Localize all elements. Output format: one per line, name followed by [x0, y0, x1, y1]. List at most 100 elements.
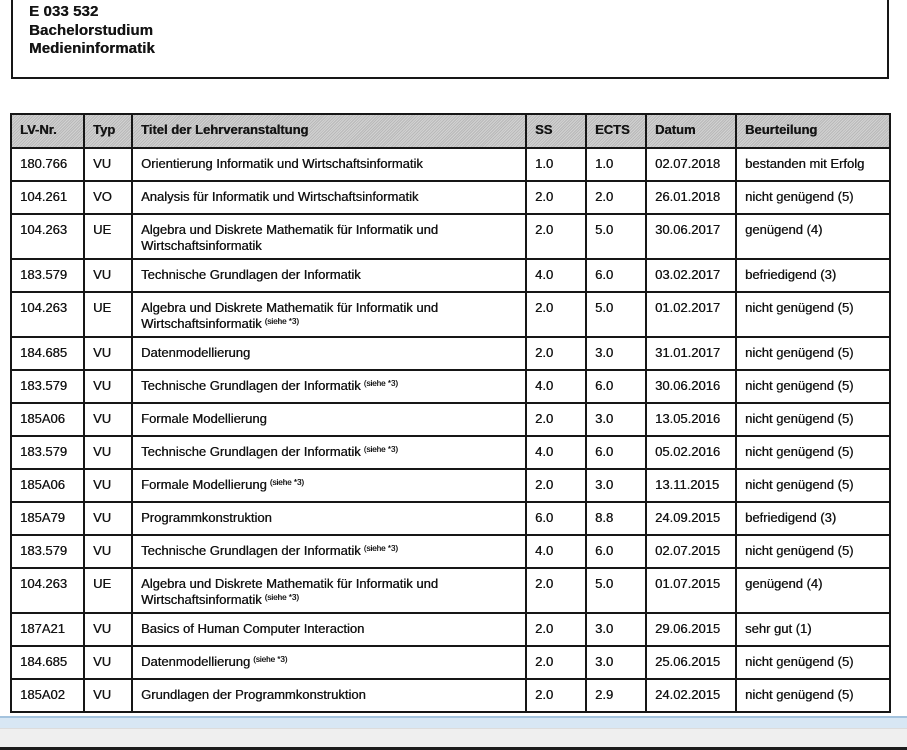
course-footnote: (siehe *3)	[363, 544, 398, 553]
cell-lvnr: 104.263	[10, 567, 85, 614]
cell-typ: VU	[83, 678, 133, 713]
cell-typ: VU	[83, 369, 133, 404]
cell-beurteilung: nicht genügend (5)	[735, 468, 891, 503]
course-row: 183.579 VU Technische Grundlagen der Inf…	[10, 258, 891, 293]
course-row: 187A21 VU Basics of Human Computer Inter…	[10, 612, 891, 647]
cell-typ: VU	[83, 468, 133, 503]
cell-datum: 03.02.2017	[645, 258, 737, 293]
course-row: 185A79 VU Programmkonstruktion 6.0 8.8 2…	[10, 501, 891, 536]
course-row: 184.685 VU Datenmodellierung (siehe *3) 2…	[10, 645, 891, 680]
cell-ss: 4.0	[525, 435, 587, 470]
course-footnote: (siehe *3)	[363, 379, 398, 388]
cell-lvnr: 183.579	[10, 258, 85, 293]
cell-titel: Grundlagen der Programmkonstruktion	[131, 678, 527, 713]
col-header-titel: Titel der Lehrveranstaltung	[131, 113, 527, 149]
course-title: Technische Grundlagen der Informatik	[141, 267, 361, 282]
cell-lvnr: 187A21	[10, 612, 85, 647]
cell-typ: VU	[83, 645, 133, 680]
cell-datum: 24.02.2015	[645, 678, 737, 713]
cell-titel: Technische Grundlagen der Informatik (sie…	[131, 534, 527, 569]
cell-ects: 2.0	[585, 180, 647, 215]
cell-titel: Datenmodellierung (siehe *3)	[131, 645, 527, 680]
cell-ects: 5.0	[585, 567, 647, 614]
cell-typ: VU	[83, 435, 133, 470]
cell-ects: 3.0	[585, 402, 647, 437]
cell-ss: 4.0	[525, 534, 587, 569]
col-header-lvnr: LV-Nr.	[10, 113, 85, 149]
cell-titel: Basics of Human Computer Interaction	[131, 612, 527, 647]
cell-beurteilung: nicht genügend (5)	[735, 402, 891, 437]
course-footnote: (siehe *3)	[253, 655, 288, 664]
cell-ss: 2.0	[525, 567, 587, 614]
viewer-statusbar-blue	[0, 716, 907, 728]
course-row: 185A02 VU Grundlagen der Programmkonstru…	[10, 678, 891, 713]
cell-titel: Analysis für Informatik und Wirtschaftsi…	[131, 180, 527, 215]
cell-typ: VU	[83, 147, 133, 182]
cell-datum: 30.06.2016	[645, 369, 737, 404]
cell-datum: 26.01.2018	[645, 180, 737, 215]
cell-datum: 05.02.2016	[645, 435, 737, 470]
cell-ects: 6.0	[585, 534, 647, 569]
course-title: Algebra und Diskrete Mathematik für Info…	[141, 300, 438, 331]
cell-beurteilung: befriedigend (3)	[735, 501, 891, 536]
cell-lvnr: 185A06	[10, 468, 85, 503]
cell-lvnr: 104.263	[10, 291, 85, 338]
grades-table-body: 180.766 VU Orientierung Informatik und W…	[10, 147, 891, 713]
cell-typ: VU	[83, 258, 133, 293]
cell-titel: Programmkonstruktion	[131, 501, 527, 536]
cell-lvnr: 104.263	[10, 213, 85, 260]
cell-ects: 6.0	[585, 258, 647, 293]
cell-datum: 25.06.2015	[645, 645, 737, 680]
cell-datum: 01.07.2015	[645, 567, 737, 614]
cell-ects: 6.0	[585, 435, 647, 470]
cell-ects: 3.0	[585, 336, 647, 371]
header-row: LV-Nr. Typ Titel der Lehrveranstaltung S…	[10, 113, 891, 149]
cell-lvnr: 183.579	[10, 534, 85, 569]
cell-beurteilung: genügend (4)	[735, 567, 891, 614]
course-title: Programmkonstruktion	[141, 510, 272, 525]
course-title: Technische Grundlagen der Informatik	[141, 378, 361, 393]
grades-table-header: LV-Nr. Typ Titel der Lehrveranstaltung S…	[10, 113, 891, 149]
course-footnote: (siehe *3)	[264, 592, 299, 602]
cell-titel: Algebra und Diskrete Mathematik für Info…	[131, 567, 527, 614]
cell-beurteilung: nicht genügend (5)	[735, 435, 891, 470]
cell-ss: 4.0	[525, 258, 587, 293]
program-name: Medieninformatik	[29, 40, 155, 57]
cell-ss: 1.0	[525, 147, 587, 182]
cell-lvnr: 104.261	[10, 180, 85, 215]
course-row: 180.766 VU Orientierung Informatik und W…	[10, 147, 891, 182]
cell-typ: VU	[83, 501, 133, 536]
cell-ss: 2.0	[525, 402, 587, 437]
course-title: Analysis für Informatik und Wirtschaftsi…	[141, 189, 419, 204]
course-title: Formale Modellierung	[141, 477, 267, 492]
course-row: 184.685 VU Datenmodellierung 2.0 3.0 31.…	[10, 336, 891, 371]
course-title: Algebra und Diskrete Mathematik für Info…	[141, 222, 438, 253]
course-title: Algebra und Diskrete Mathematik für Info…	[141, 576, 438, 607]
cell-ects: 3.0	[585, 612, 647, 647]
cell-ss: 2.0	[525, 213, 587, 260]
cell-ects: 3.0	[585, 645, 647, 680]
course-row: 104.261 VO Analysis für Informatik und W…	[10, 180, 891, 215]
cell-typ: VU	[83, 402, 133, 437]
cell-datum: 31.01.2017	[645, 336, 737, 371]
cell-ss: 2.0	[525, 180, 587, 215]
cell-titel: Formale Modellierung (siehe *3)	[131, 468, 527, 503]
col-header-typ: Typ	[83, 113, 133, 149]
cell-datum: 13.11.2015	[645, 468, 737, 503]
course-footnote: (siehe *3)	[269, 478, 304, 487]
cell-ects: 5.0	[585, 291, 647, 338]
cell-typ: UE	[83, 213, 133, 260]
course-title: Datenmodellierung	[141, 654, 251, 669]
cell-beurteilung: nicht genügend (5)	[735, 534, 891, 569]
cell-titel: Technische Grundlagen der Informatik (sie…	[131, 435, 527, 470]
grades-table: LV-Nr. Typ Titel der Lehrveranstaltung S…	[10, 113, 891, 713]
cell-lvnr: 185A79	[10, 501, 85, 536]
program-header-box: E 033 532 Bachelorstudium Medieninformat…	[11, 0, 889, 79]
program-degree: Bachelorstudium	[29, 21, 154, 39]
course-row: 185A06 VU Formale Modellierung 2.0 3.0 1…	[10, 402, 891, 437]
cell-beurteilung: bestanden mit Erfolg	[735, 147, 891, 182]
cell-lvnr: 183.579	[10, 369, 85, 404]
cell-ss: 2.0	[525, 612, 587, 647]
cell-ects: 1.0	[585, 147, 647, 182]
window-bottom-edge	[0, 747, 907, 750]
